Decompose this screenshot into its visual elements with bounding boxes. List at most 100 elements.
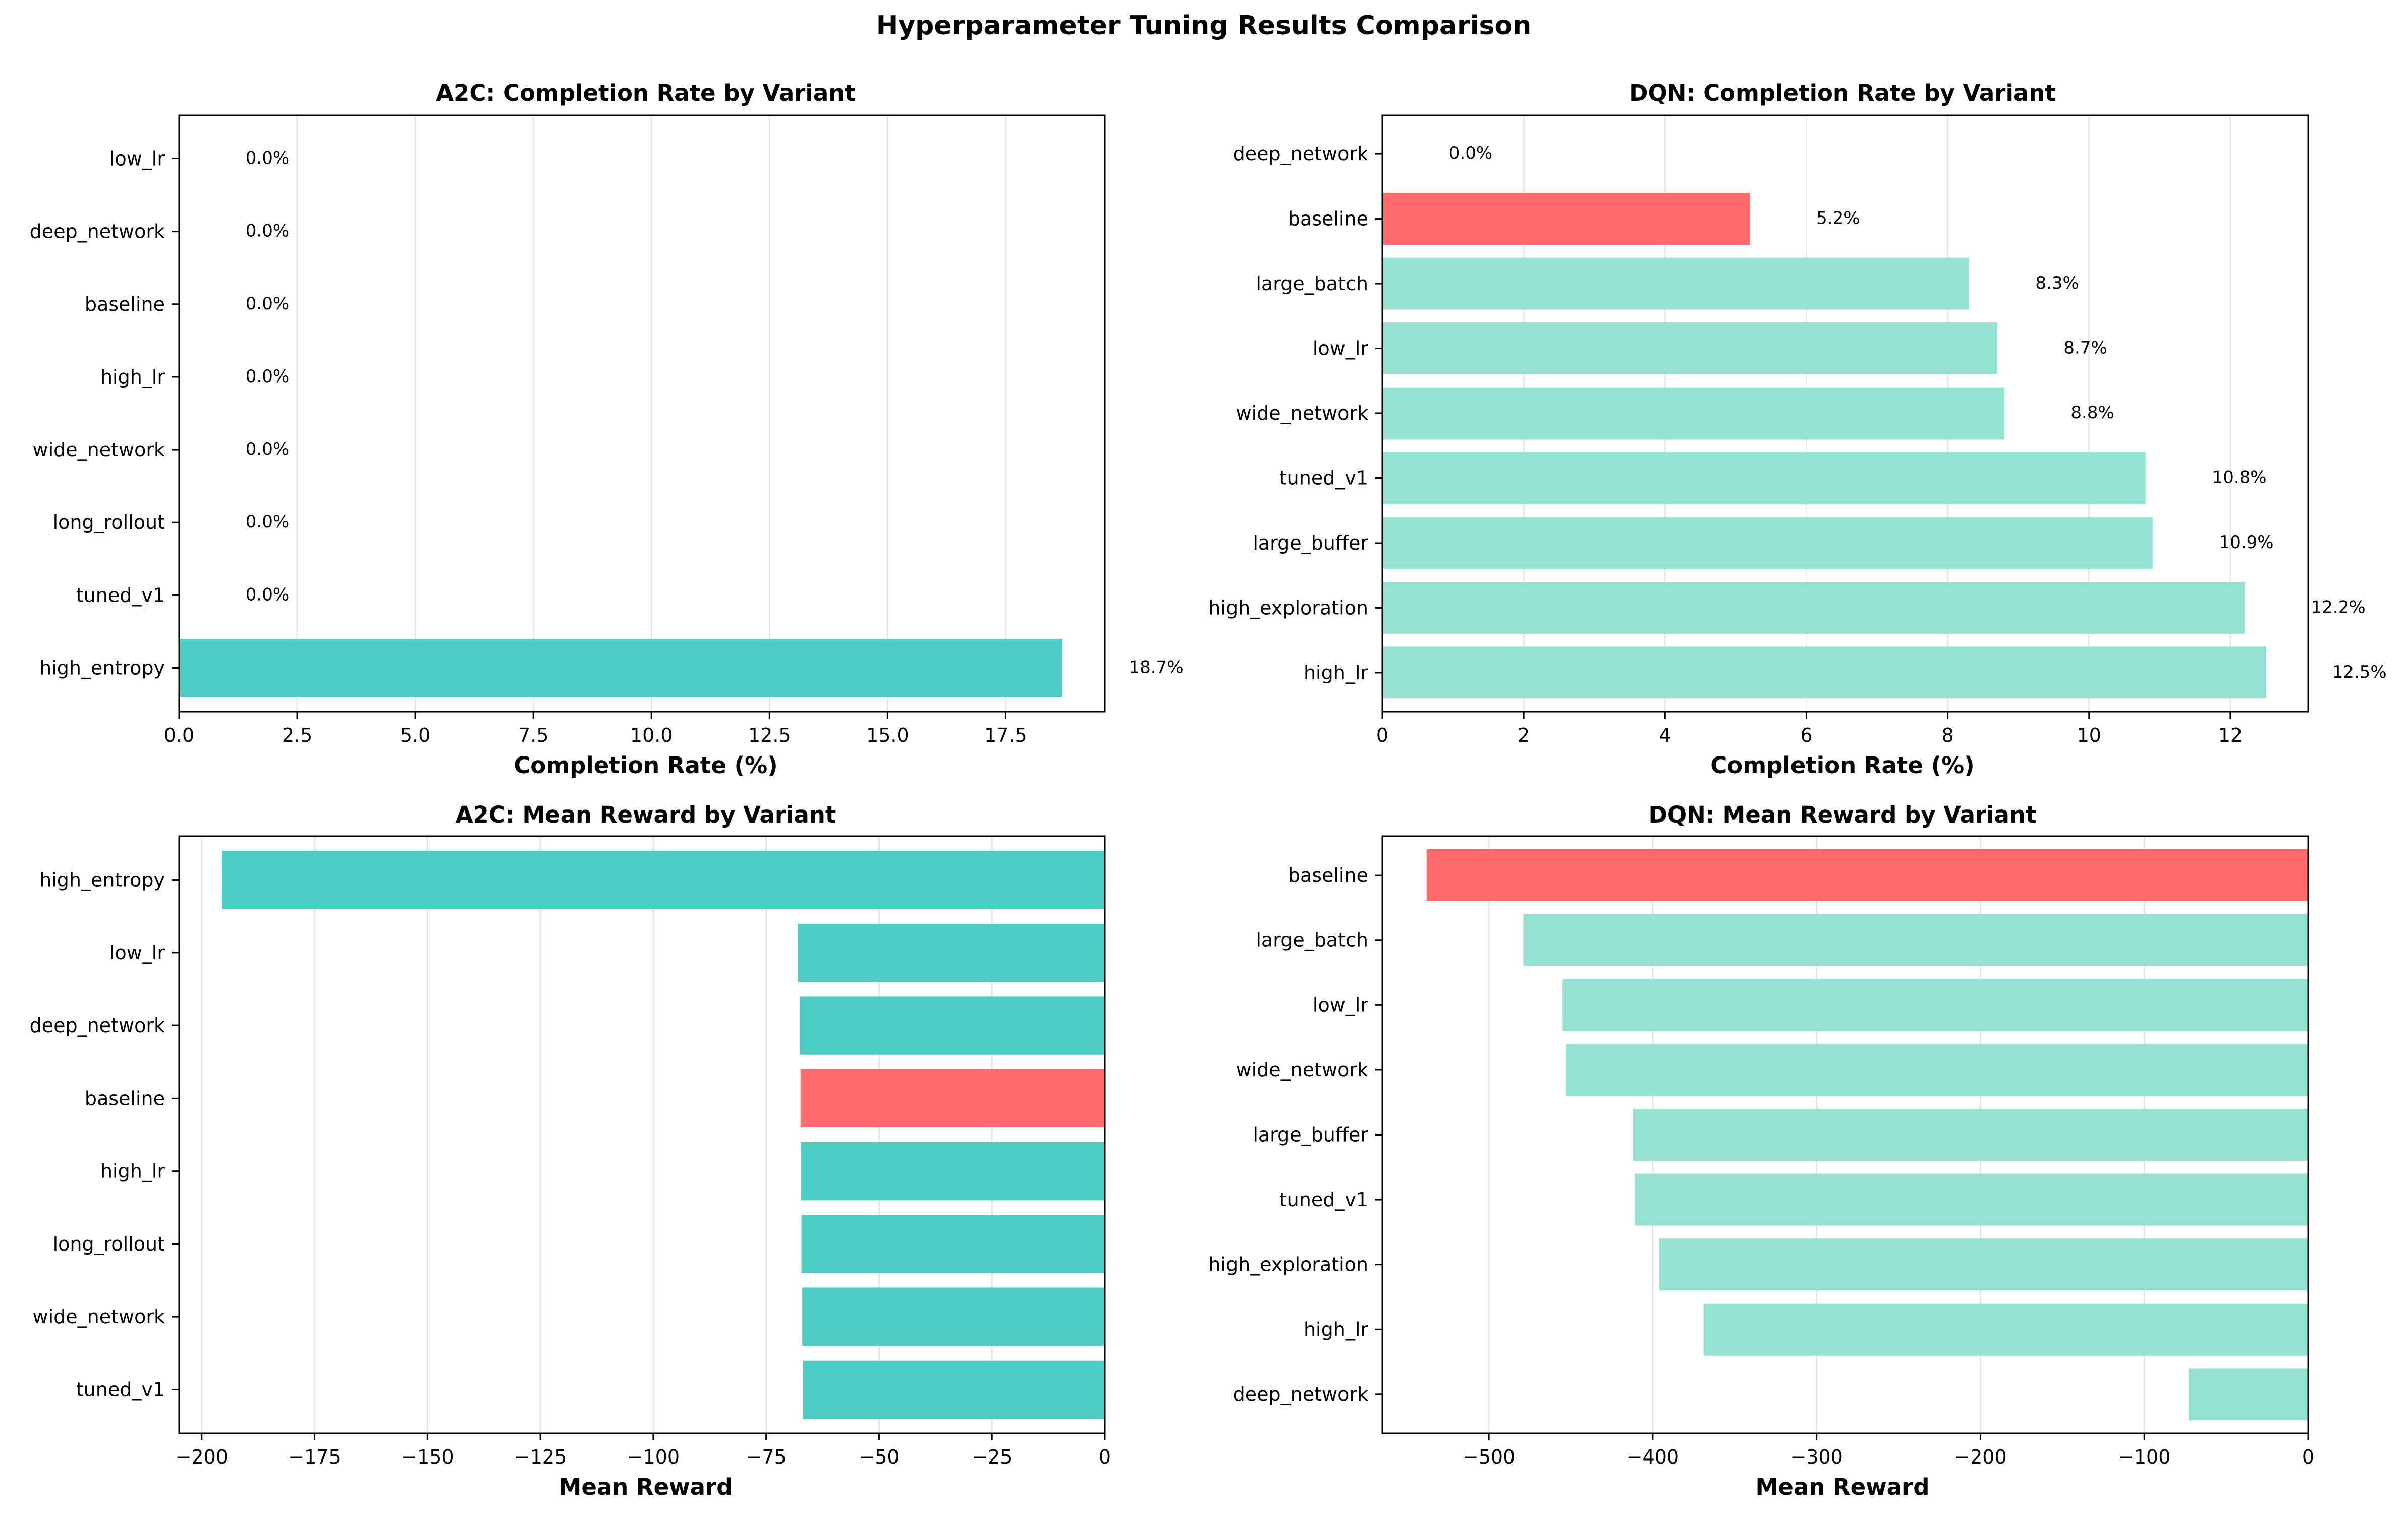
panel-a2c-completion: A2C: Completion Rate by Variant Completi… (30, 80, 1184, 779)
y-tick-label: tuned_v1 (1279, 467, 1368, 489)
x-tick-label: 7.5 (518, 724, 548, 746)
bars-dqn-completion (1382, 193, 2266, 699)
y-tick-label: large_buffer (1253, 1124, 1368, 1146)
y-tick-label: large_buffer (1253, 532, 1368, 554)
figure-title: Hyperparameter Tuning Results Comparison (876, 11, 1531, 41)
x-tick-label: 4 (1659, 724, 1671, 746)
x-tick-label: 2 (1518, 724, 1530, 746)
y-tick-label: baseline (1288, 864, 1368, 886)
bar-wide_network (1382, 387, 2004, 440)
x-tick-label: 17.5 (984, 724, 1027, 746)
bar-wide_network (1565, 1044, 2308, 1096)
axes-frame-dqn-completion (1381, 114, 2309, 713)
x-tick-label: −175 (288, 1446, 341, 1468)
y-tick-label: deep_network (1233, 143, 1368, 165)
bar-high_exploration (1659, 1238, 2308, 1291)
bar-large_buffer (1382, 517, 2153, 569)
bar-tuned_v1 (803, 1360, 1105, 1419)
x-tick-label: −125 (514, 1446, 567, 1468)
y-tick-label: wide_network (1236, 1059, 1368, 1081)
bar-tuned_v1 (1635, 1173, 2308, 1226)
x-tick-label: −100 (2118, 1446, 2170, 1468)
x-tick-label: 0.0 (164, 724, 194, 746)
x-tick-label: −150 (401, 1446, 454, 1468)
y-tick-label: baseline (1288, 208, 1368, 230)
x-tick-label: −100 (627, 1446, 680, 1468)
gridlines-a2c-completion (178, 115, 1006, 712)
x-tick-label: 5.0 (400, 724, 430, 746)
y-tick-label: wide_network (1236, 402, 1368, 424)
x-tick-label: −50 (859, 1446, 899, 1468)
x-tick-label: 6 (1800, 724, 1812, 746)
bar-long_rollout (801, 1215, 1105, 1273)
y-tick-label: tuned_v1 (1279, 1188, 1368, 1211)
bars-a2c-reward (222, 850, 1105, 1419)
data-label-large_buffer: 10.9% (2219, 532, 2274, 553)
data-label-deep_network: 0.0% (246, 221, 289, 241)
data-label-high_lr: 12.5% (2332, 662, 2387, 682)
y-tick-label: deep_network (1233, 1383, 1368, 1405)
bar-large_batch (1382, 257, 1969, 310)
x-tick-label: 0 (2302, 1446, 2314, 1468)
bar-low_lr (1382, 322, 1997, 374)
y-tick-label: large_batch (1256, 929, 1368, 951)
y-tick-label: wide_network (33, 439, 165, 461)
data-label-baseline: 5.2% (1816, 208, 1860, 229)
x-tick-label: 8 (1942, 724, 1954, 746)
bar-high_lr (801, 1142, 1105, 1201)
panel-a2c-reward: A2C: Mean Reward by Variant Mean Reward … (30, 801, 1111, 1500)
x-tick-label: −200 (1954, 1446, 2006, 1468)
y-tick-label: long_rollout (53, 1233, 165, 1255)
x-tick-label: −200 (176, 1446, 228, 1468)
panel-title-dqn-reward: DQN: Mean Reward by Variant (1649, 801, 2037, 828)
bar-baseline (1382, 193, 1750, 245)
x-axis-label-a2c-reward: Mean Reward (559, 1474, 733, 1500)
data-label-low_lr: 8.7% (2063, 338, 2107, 358)
data-label-deep_network: 0.0% (1449, 143, 1492, 164)
x-tick-label: 0 (1376, 724, 1388, 746)
data-label-large_batch: 8.3% (2035, 273, 2079, 293)
bars-a2c-completion (179, 638, 1062, 697)
bar-wide_network (802, 1287, 1105, 1346)
y-tick-label: deep_network (30, 221, 165, 243)
axes-frame-a2c-reward (178, 835, 1106, 1434)
data-label-tuned_v1: 0.0% (246, 584, 289, 605)
y-tick-label: baseline (85, 293, 165, 315)
x-tick-label: 10 (2077, 724, 2101, 746)
y-tick-label: low_lr (1313, 994, 1368, 1016)
bar-baseline (1426, 849, 2308, 901)
y-tick-label: wide_network (33, 1306, 165, 1328)
data-label-baseline: 0.0% (246, 294, 289, 314)
x-tick-label: −500 (1463, 1446, 1515, 1468)
x-axis-label-a2c-completion: Completion Rate (%) (514, 752, 777, 779)
bar-high_exploration (1382, 582, 2245, 634)
axes-frame-a2c-completion (178, 114, 1106, 713)
x-tick-label: 0 (1099, 1446, 1111, 1468)
bars-dqn-reward (1426, 849, 2308, 1421)
x-tick-label: −300 (1790, 1446, 1842, 1468)
x-tick-label: 15.0 (866, 724, 909, 746)
y-tick-label: large_batch (1256, 273, 1368, 295)
bar-deep_network (2188, 1368, 2308, 1421)
y-tick-label: low_lr (109, 147, 165, 170)
data-label-low_lr: 0.0% (246, 148, 289, 168)
x-axis-label-dqn-completion: Completion Rate (%) (1710, 752, 1974, 779)
bar-high_lr (1382, 646, 2266, 699)
panel-title-a2c-reward: A2C: Mean Reward by Variant (456, 801, 836, 828)
y-tick-label: high_lr (100, 1160, 165, 1182)
panel-dqn-completion: DQN: Completion Rate by Variant Completi… (1208, 80, 2386, 779)
panel-title-a2c-completion: A2C: Completion Rate by Variant (436, 80, 856, 106)
x-tick-label: −400 (1627, 1446, 1679, 1468)
y-tick-label: low_lr (1313, 338, 1368, 360)
y-tick-label: tuned_v1 (76, 584, 165, 606)
data-label-high_lr: 0.0% (246, 366, 289, 387)
x-tick-label: −25 (972, 1446, 1012, 1468)
x-axis-label-dqn-reward: Mean Reward (1756, 1474, 1930, 1500)
bar-high_entropy (222, 850, 1105, 909)
y-tick-label: high_entropy (39, 869, 165, 891)
bar-high_entropy (179, 638, 1062, 697)
bar-deep_network (799, 996, 1105, 1055)
y-tick-label: deep_network (30, 1014, 165, 1037)
data-label-long_rollout: 0.0% (246, 512, 289, 532)
